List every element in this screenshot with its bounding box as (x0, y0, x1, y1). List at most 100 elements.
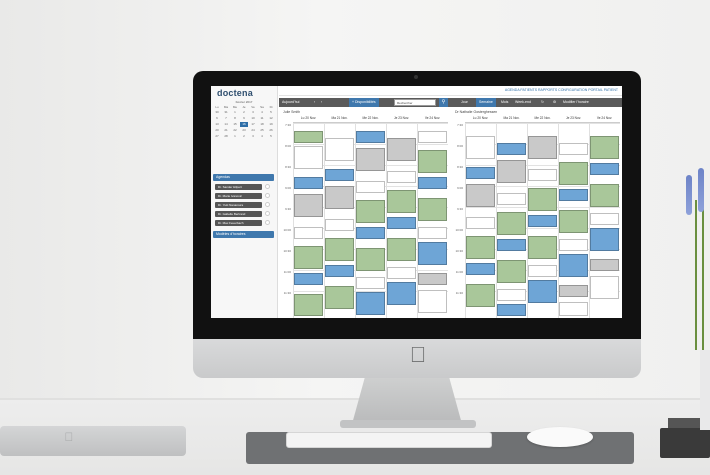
appointment-block[interactable] (387, 267, 416, 279)
toggle-icon[interactable] (265, 193, 270, 198)
appointment-block[interactable] (497, 260, 526, 283)
appointment-block[interactable] (356, 248, 385, 271)
day-column-header[interactable]: Je 23 Nov. (386, 115, 417, 123)
view-weekend-button[interactable]: Week-end (515, 100, 531, 104)
mini-calendar-day[interactable]: 24 (251, 128, 255, 132)
appointment-block[interactable] (497, 143, 526, 155)
mini-calendar-day[interactable]: 15 (233, 122, 237, 126)
appointment-block[interactable] (387, 138, 416, 161)
appointment-block[interactable] (325, 238, 354, 261)
appointment-block[interactable] (356, 131, 385, 143)
mini-calendar-day[interactable]: 8 (234, 116, 236, 120)
mini-calendar-day[interactable]: 3 (252, 110, 254, 114)
appointment-block[interactable] (466, 236, 495, 259)
appointment-block[interactable] (356, 277, 385, 289)
appointment-block[interactable] (325, 265, 354, 277)
mini-calendar-day[interactable]: 2 (243, 134, 245, 138)
availability-button[interactable]: + Disponibilités (349, 98, 379, 107)
mini-calendar-day[interactable]: 31 (224, 110, 228, 114)
appointment-block[interactable] (466, 263, 495, 275)
mini-calendar-day[interactable]: 5 (270, 110, 272, 114)
appointment-block[interactable] (294, 177, 323, 189)
appointment-block[interactable] (325, 169, 354, 181)
sidebar-doctor-item[interactable]: Dr. Max Feuerbach (215, 220, 262, 226)
modify-schedule-button[interactable]: Modifier l'horaire (563, 100, 589, 104)
appointment-block[interactable] (559, 285, 588, 297)
day-column-header[interactable]: Ve 24 Nov. (589, 115, 620, 123)
mini-calendar-day[interactable]: 1 (234, 134, 236, 138)
appointment-block[interactable] (466, 184, 495, 207)
appointment-block[interactable] (418, 131, 447, 143)
app-logo[interactable]: doctena (217, 88, 253, 98)
appointment-block[interactable] (559, 239, 588, 251)
day-column-header[interactable]: Ve 24 Nov. (417, 115, 448, 123)
prev-button[interactable]: ‹ (314, 100, 316, 104)
mini-calendar-day[interactable]: 1 (234, 110, 236, 114)
appointment-block[interactable] (590, 228, 619, 251)
appointment-block[interactable] (497, 193, 526, 205)
day-column-header[interactable]: Lu 20 Nov. (293, 115, 324, 123)
appointment-block[interactable] (559, 162, 588, 185)
appointment-block[interactable] (325, 219, 354, 231)
view-day-button[interactable]: Jour (461, 100, 468, 104)
appointment-block[interactable] (294, 273, 323, 285)
appointment-block[interactable] (294, 131, 323, 143)
appointment-block[interactable] (356, 292, 385, 315)
appointment-block[interactable] (559, 254, 588, 277)
appointment-block[interactable] (528, 280, 557, 303)
appointment-block[interactable] (356, 200, 385, 223)
appointment-block[interactable] (387, 171, 416, 183)
mini-calendar-day[interactable]: 20 (215, 128, 219, 132)
today-button[interactable]: Aujourd'hui (282, 100, 300, 104)
appointment-block[interactable] (528, 188, 557, 211)
appointment-block[interactable] (559, 189, 588, 201)
mini-calendar-day[interactable]: 13 (215, 122, 219, 126)
toggle-icon[interactable] (265, 202, 270, 207)
appointment-block[interactable] (559, 302, 588, 316)
appointment-block[interactable] (528, 215, 557, 227)
appointment-block[interactable] (528, 236, 557, 259)
mini-calendar-day[interactable]: 17 (251, 122, 255, 126)
view-week-button[interactable]: Semaine (476, 98, 496, 107)
toggle-icon[interactable] (265, 184, 270, 189)
next-button[interactable]: › (321, 100, 323, 104)
day-column-header[interactable]: Je 23 Nov. (558, 115, 589, 123)
sidebar-doctor-item[interactable]: Dr. Yuki Nanamura (215, 202, 262, 208)
day-column-header[interactable]: Ma 21 Nov. (496, 115, 527, 123)
appointment-block[interactable] (325, 186, 354, 209)
mini-calendar-day[interactable]: 16 (240, 122, 248, 127)
appointment-block[interactable] (418, 273, 447, 285)
appointment-block[interactable] (528, 265, 557, 277)
appointment-block[interactable] (418, 242, 447, 265)
mini-calendar-day[interactable]: 12 (269, 116, 273, 120)
appointment-block[interactable] (294, 294, 323, 316)
appointment-block[interactable] (559, 143, 588, 155)
day-column-header[interactable]: Me 22 Nov. (527, 115, 558, 123)
search-icon[interactable]: ⚲ (439, 98, 448, 107)
sidebar-doctor-item[interactable]: Dr. Marie Ivanovic (215, 193, 262, 199)
sidebar-doctor-item[interactable]: Dr. Isabelle Bertrand (215, 211, 262, 217)
appointment-block[interactable] (418, 227, 447, 239)
appointment-block[interactable] (590, 276, 619, 299)
toggle-icon[interactable] (265, 220, 270, 225)
appointment-block[interactable] (590, 184, 619, 207)
appointment-block[interactable] (325, 138, 354, 161)
toggle-icon[interactable] (265, 211, 270, 216)
settings-icon[interactable]: ⚙ (553, 100, 557, 104)
appointment-block[interactable] (418, 177, 447, 189)
mini-calendar-day[interactable]: 9 (243, 116, 245, 120)
appointment-block[interactable] (356, 227, 385, 239)
day-column-header[interactable]: Lu 20 Nov. (465, 115, 496, 123)
sidebar-section-schedules[interactable]: Modèles d'horaires (213, 231, 274, 238)
appointment-block[interactable] (497, 160, 526, 183)
appointment-block[interactable] (294, 227, 323, 239)
mini-calendar-day[interactable]: 21 (224, 128, 228, 132)
appointment-block[interactable] (466, 217, 495, 229)
appointment-block[interactable] (497, 239, 526, 251)
appointment-block[interactable] (466, 284, 495, 307)
mini-calendar-day[interactable]: 3 (252, 134, 254, 138)
appointment-block[interactable] (387, 238, 416, 261)
appointment-block[interactable] (387, 217, 416, 229)
appointment-block[interactable] (418, 150, 447, 173)
mini-calendar-day[interactable]: 5 (270, 134, 272, 138)
